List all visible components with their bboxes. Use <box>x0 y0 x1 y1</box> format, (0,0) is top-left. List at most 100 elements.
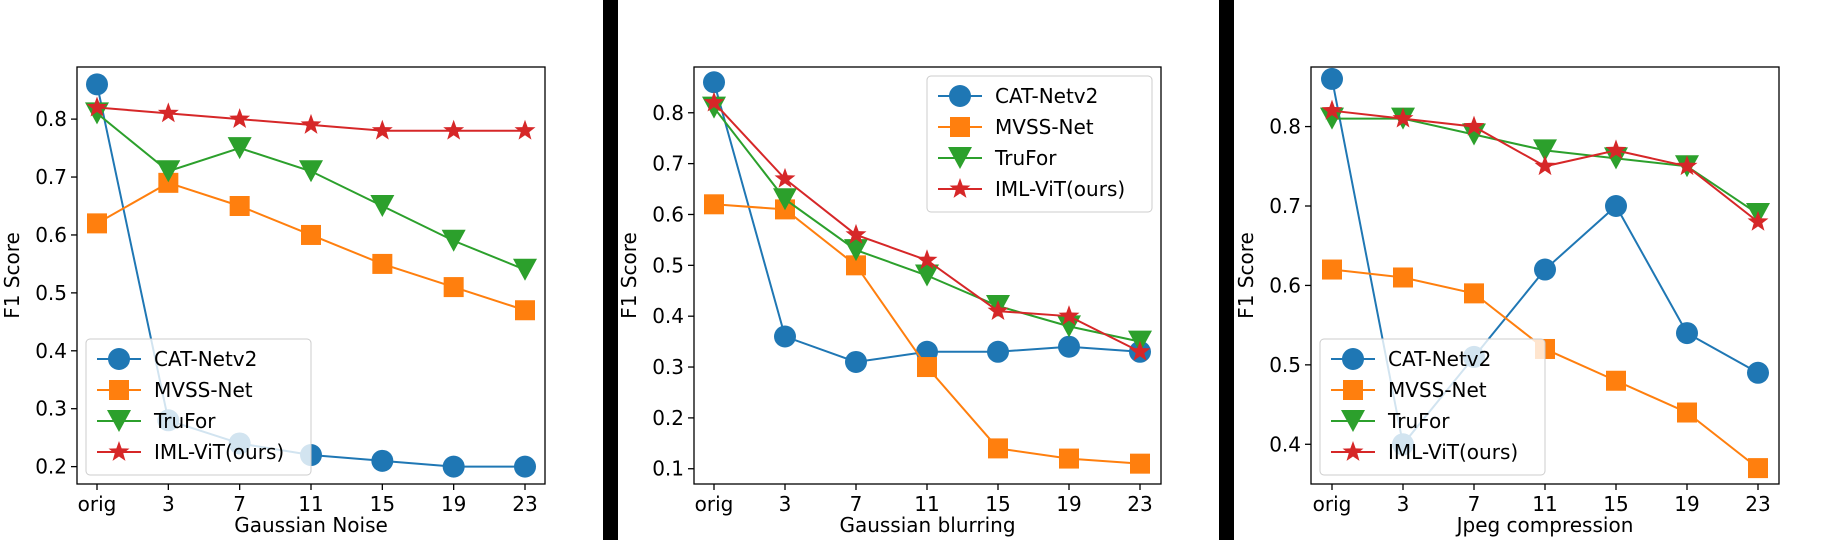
y-tick-label: 0.7 <box>1269 194 1301 218</box>
legend: CAT-Netv2 MVSS-Net TruFor IML-ViT(ours) <box>85 338 312 476</box>
x-tick-label: 3 <box>162 492 175 516</box>
data-point <box>1057 315 1081 338</box>
data-point <box>916 249 938 270</box>
data-point <box>915 264 939 287</box>
legend-entry-cat-netv2: CAT-Netv2 <box>938 84 1098 108</box>
data-point <box>1677 402 1697 423</box>
y-tick-label: 0.4 <box>35 339 67 363</box>
data-point <box>157 102 179 123</box>
series-iml-vit-ours <box>1321 99 1769 231</box>
legend-entry-mvss-net: MVSS-Net <box>97 378 253 402</box>
data-point <box>301 224 321 245</box>
y-tick-label: 0.5 <box>652 253 684 277</box>
data-point <box>773 188 797 211</box>
y-tick-label: 0.6 <box>35 223 67 247</box>
data-point <box>1321 67 1343 90</box>
legend-entry-iml-vit-ours: IML-ViT(ours) <box>938 177 1125 201</box>
data-point <box>1605 139 1627 160</box>
data-point <box>372 253 393 274</box>
legend-entry-mvss-net: MVSS-Net <box>938 115 1094 139</box>
y-tick-label: 0.8 <box>1269 115 1301 139</box>
legend-marker <box>107 410 131 432</box>
x-tick-label: 7 <box>850 492 863 516</box>
data-point <box>1676 155 1698 176</box>
panel-divider-1 <box>603 0 618 540</box>
y-tick-label: 0.3 <box>652 355 684 379</box>
y-axis-label: F1 Score <box>1234 232 1258 319</box>
data-point <box>987 340 1009 363</box>
data-point <box>86 96 108 117</box>
y-tick-label: 0.7 <box>35 165 67 189</box>
x-axis-label: Gaussian blurring <box>839 513 1015 537</box>
data-point <box>371 449 394 472</box>
data-point <box>987 300 1009 320</box>
data-point <box>1464 283 1484 304</box>
x-tick-label: 15 <box>370 492 395 516</box>
data-point <box>442 455 465 478</box>
legend-label: TruFor <box>153 409 216 433</box>
legend-marker <box>950 117 970 137</box>
data-point <box>158 172 179 193</box>
data-point <box>704 194 724 215</box>
data-point <box>1747 361 1769 384</box>
data-point <box>1392 107 1414 128</box>
x-tick-label: 23 <box>1745 492 1770 516</box>
data-point <box>703 71 725 94</box>
legend-marker <box>108 348 130 370</box>
y-tick-label: 0.7 <box>652 152 684 176</box>
legend-label: IML-ViT(ours) <box>1388 440 1518 464</box>
legend-entry-mvss-net: MVSS-Net <box>1331 378 1487 402</box>
y-tick-label: 0.2 <box>652 406 684 430</box>
data-point <box>917 357 937 378</box>
data-point <box>443 277 464 298</box>
data-point <box>443 119 465 140</box>
legend: CAT-Netv2 MVSS-Net TruFor IML-ViT(ours) <box>1319 338 1546 476</box>
legend-label: IML-ViT(ours) <box>154 440 284 464</box>
series-trufor <box>85 102 537 281</box>
panel-divider-2 <box>1219 0 1234 540</box>
legend-label: TruFor <box>994 146 1057 170</box>
legend-marker <box>1343 380 1363 400</box>
data-point <box>1130 453 1150 474</box>
x-tick-label: 7 <box>233 492 246 516</box>
x-tick-label: 11 <box>914 492 939 516</box>
legend-box <box>85 338 312 476</box>
data-point <box>1676 322 1698 345</box>
legend-marker <box>949 178 971 198</box>
y-tick-label: 0.8 <box>35 107 67 131</box>
legend-marker <box>1342 348 1364 370</box>
y-tick-label: 0.2 <box>35 455 67 479</box>
legend-entry-cat-netv2: CAT-Netv2 <box>1331 347 1491 371</box>
y-tick-label: 0.5 <box>35 281 67 305</box>
data-point <box>1533 139 1557 162</box>
y-tick-label: 0.6 <box>1269 273 1301 297</box>
legend-entry-iml-vit-ours: IML-ViT(ours) <box>1331 440 1518 464</box>
data-point <box>774 325 796 348</box>
y-axis-label: F1 Score <box>0 232 24 319</box>
y-tick-label: 0.3 <box>35 397 67 421</box>
x-axis-label: Jpeg compression <box>1455 513 1634 537</box>
x-tick-label: 3 <box>779 492 792 516</box>
chart-panel-jpeg-compression: 0.4 0.5 0.6 0.7 0.8 orig 3 7 11 15 19 23 Jpeg compre… <box>1234 66 1780 537</box>
x-tick-label: orig <box>1313 492 1352 516</box>
chart-panel-gaussian-noise: 0.2 0.3 0.4 0.5 0.6 0.7 0.8 orig 3 7 11 15 19 23 Gauss… <box>0 66 546 537</box>
data-point <box>515 300 535 321</box>
y-tick-label: 0.4 <box>1269 432 1301 456</box>
y-axis-label: F1 Score <box>617 232 641 319</box>
data-point <box>1058 335 1080 358</box>
x-tick-label: 19 <box>1056 492 1081 516</box>
data-point <box>1605 195 1627 217</box>
data-point <box>1321 99 1343 120</box>
data-point <box>846 255 866 276</box>
legend: CAT-Netv2 MVSS-Net TruFor IML-ViT(ours) <box>926 75 1153 213</box>
data-point <box>1129 340 1151 361</box>
x-tick-label: 23 <box>512 492 537 516</box>
legend-entry-trufor: TruFor <box>1331 409 1450 433</box>
legend-marker <box>949 85 971 107</box>
data-point <box>1748 458 1768 479</box>
legend-marker <box>1342 441 1364 461</box>
legend-marker <box>1341 410 1365 432</box>
x-tick-label: 7 <box>1468 492 1481 516</box>
data-point <box>86 73 108 96</box>
